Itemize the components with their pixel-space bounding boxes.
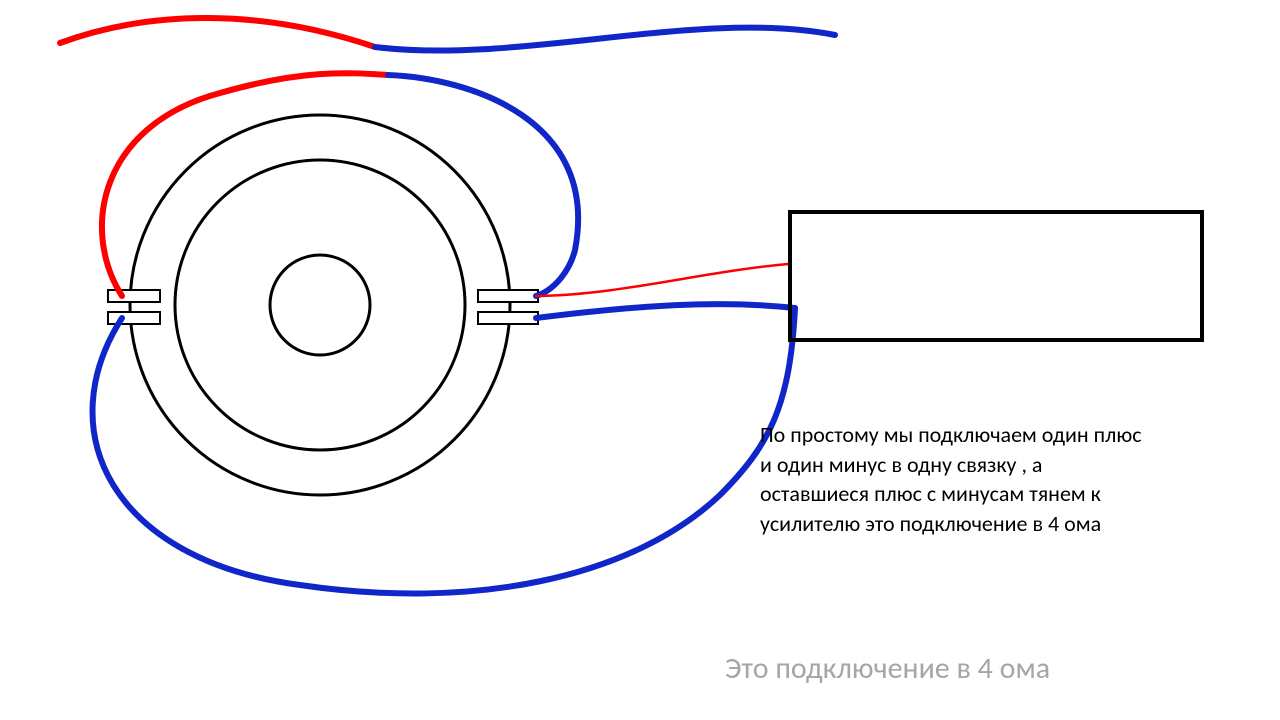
wire-to-amp-blue xyxy=(536,304,795,318)
diagram-stage: По простому мы подключаем один плюс и од… xyxy=(0,0,1280,720)
amplifier-box xyxy=(788,210,1204,342)
wire-top-blue xyxy=(375,28,835,51)
description-line: и один минус в одну связку , а xyxy=(760,450,1220,480)
speaker-dustcap xyxy=(270,255,370,355)
description-text: По простому мы подключаем один плюс и од… xyxy=(760,420,1220,539)
description-line: оставшиеся плюс с минусам тянем к xyxy=(760,479,1220,509)
description-line: усилителю это подключение в 4 ома xyxy=(760,509,1220,539)
speaker-outer-ring xyxy=(130,115,510,495)
wire-loop-blue-top xyxy=(388,75,578,296)
speaker-terminals xyxy=(108,290,538,324)
speaker-mid-ring xyxy=(175,160,465,450)
description-line: По простому мы подключаем один плюс xyxy=(760,420,1220,450)
wire-to-amp-red xyxy=(536,264,788,296)
wire-top-red xyxy=(60,18,375,47)
wiring-svg xyxy=(0,0,1280,720)
footer-text: Это подключение в 4 ома xyxy=(725,650,1050,687)
